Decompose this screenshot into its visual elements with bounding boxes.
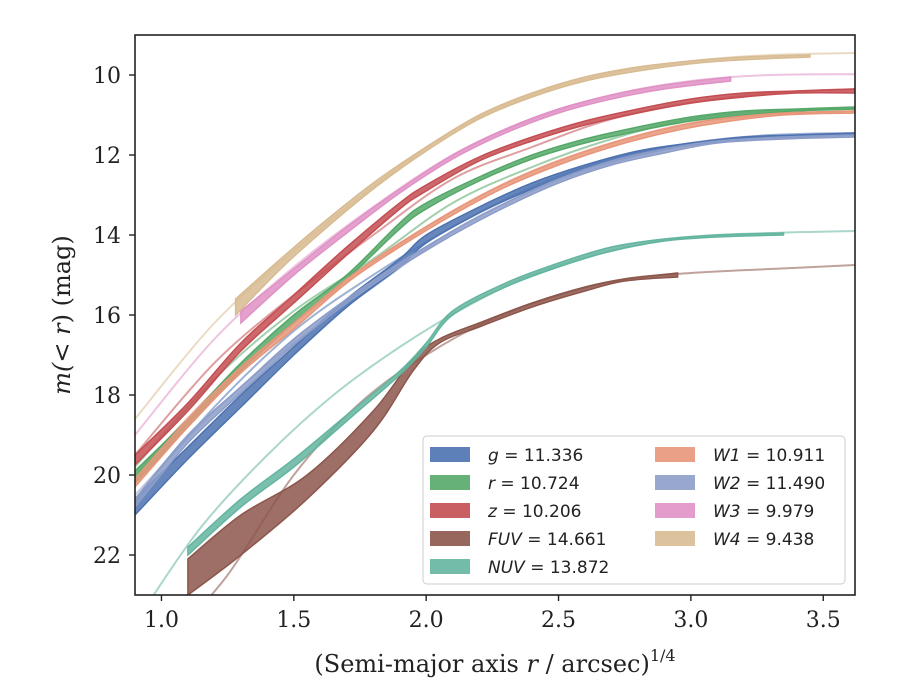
legend-swatch-fuv [430,531,470,546]
band-w3 [240,76,732,325]
band-r [135,106,855,485]
y-tick-label: 18 [93,384,121,409]
legend-swatch-g [430,447,470,462]
x-tick-label: 2.5 [541,608,576,633]
x-tick-label: 3.0 [673,608,708,633]
x-axis-label: (Semi-major axis r / arcsec)1/4 [314,646,675,678]
x-tick-label: 1.5 [276,608,311,633]
legend: g = 11.336 r = 10.724 z = 10.206 FUV = 14.6… [422,435,846,585]
plot-area [135,52,855,595]
band-w2 [135,134,855,509]
x-tick-label: 1.0 [144,608,179,633]
legend-label-w4: W4 = 9.438 [713,530,814,550]
legend-label-nuv: NUV = 13.872 [488,558,609,578]
band-w4 [234,54,811,317]
legend-label-w3: W3 = 9.979 [713,502,814,522]
legend-label-z: z = 10.206 [487,502,581,522]
x-tick-label: 3.5 [806,608,841,633]
x-axis: 1.0 1.5 2.0 2.5 3.0 3.5 [144,595,841,633]
legend-swatch-w1 [655,447,695,462]
x-tick-label: 2.0 [409,608,444,633]
y-tick-label: 22 [93,544,121,569]
band-g [135,132,855,517]
legend-label-r: r = 10.724 [488,474,580,494]
y-tick-label: 20 [93,464,121,489]
band-fuv [187,272,679,595]
legend-label-w1: W1 = 10.911 [713,446,825,466]
y-tick-label: 16 [93,304,121,329]
legend-swatch-r [430,475,470,490]
legend-label-g: g = 11.336 [488,446,583,466]
band-w1 [135,110,855,489]
y-tick-label: 12 [93,144,121,169]
legend-label-w2: W2 = 11.490 [713,474,825,494]
y-tick-label: 10 [93,64,121,89]
y-axis: 10 12 14 16 18 20 22 [93,64,135,569]
y-tick-label: 14 [93,224,121,249]
legend-swatch-nuv [430,559,470,574]
band-z [135,88,855,467]
legend-swatch-w4 [655,531,695,546]
band-nuv [187,232,785,557]
legend-swatch-w3 [655,503,695,518]
legend-swatch-w2 [655,475,695,490]
legend-swatch-z [430,503,470,518]
y-axis-label: m(< r) (mag) [48,235,76,395]
model-curve-w3 [135,73,855,436]
legend-label-fuv: FUV = 14.661 [488,530,606,550]
legend-box [422,435,846,585]
